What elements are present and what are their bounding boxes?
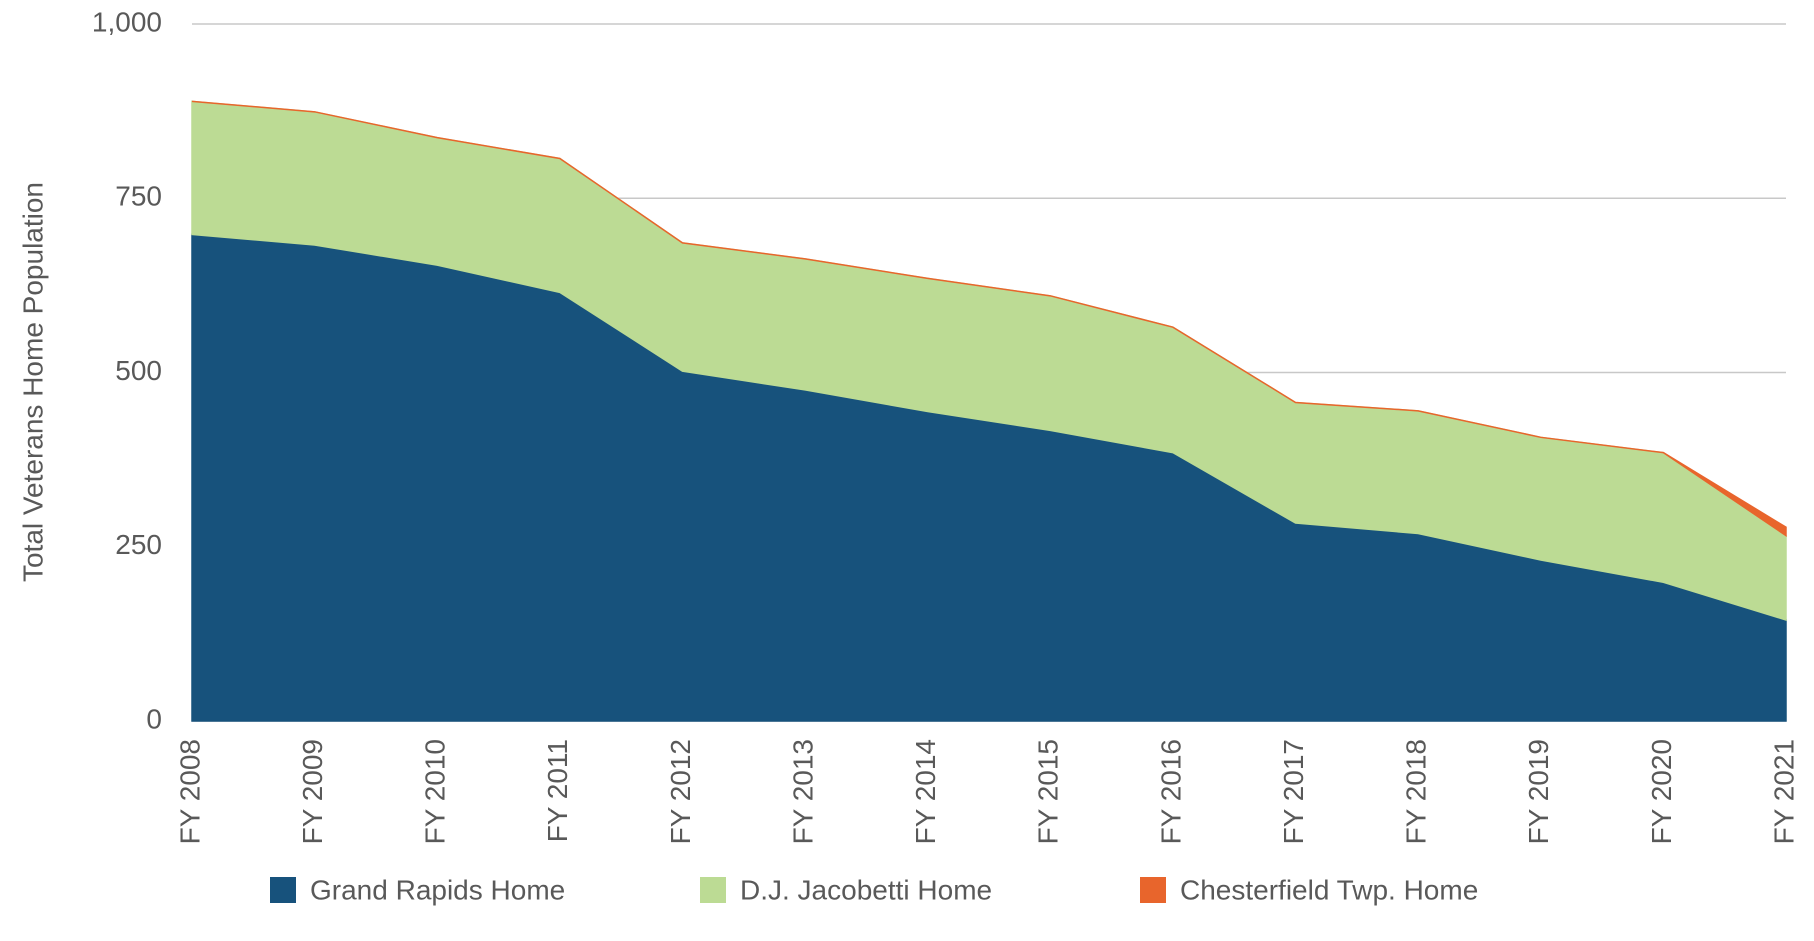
x-tick-label: FY 2019 bbox=[1523, 739, 1554, 844]
legend-label: Chesterfield Twp. Home bbox=[1180, 874, 1478, 905]
x-tick-label: FY 2015 bbox=[1033, 739, 1064, 844]
legend-label: D.J. Jacobetti Home bbox=[740, 874, 992, 905]
y-tick-label: 250 bbox=[115, 529, 162, 560]
y-tick-label: 0 bbox=[146, 703, 162, 734]
x-tick-label: FY 2017 bbox=[1278, 739, 1309, 844]
x-tick-label: FY 2013 bbox=[787, 739, 818, 844]
legend-swatch bbox=[1140, 877, 1166, 903]
legend-swatch bbox=[700, 877, 726, 903]
y-tick-label: 750 bbox=[115, 181, 162, 212]
x-tick-label: FY 2010 bbox=[420, 739, 451, 844]
x-tick-label: FY 2008 bbox=[174, 739, 205, 844]
legend-swatch bbox=[270, 877, 296, 903]
area bbox=[191, 100, 1787, 538]
x-tick-label: FY 2020 bbox=[1646, 739, 1677, 844]
x-tick-label: FY 2014 bbox=[910, 739, 941, 844]
y-tick-label: 1,000 bbox=[92, 6, 162, 37]
x-tick-label: FY 2009 bbox=[297, 739, 328, 844]
y-axis-title: Total Veterans Home Population bbox=[17, 182, 48, 582]
y-tick-label: 500 bbox=[115, 355, 162, 386]
x-tick-label: FY 2012 bbox=[665, 739, 696, 844]
legend-label: Grand Rapids Home bbox=[310, 874, 565, 905]
x-tick-label: FY 2021 bbox=[1768, 739, 1799, 844]
x-tick-label: FY 2018 bbox=[1401, 739, 1432, 844]
x-tick-label: FY 2011 bbox=[542, 739, 573, 842]
x-tick-label: FY 2016 bbox=[1155, 739, 1186, 844]
